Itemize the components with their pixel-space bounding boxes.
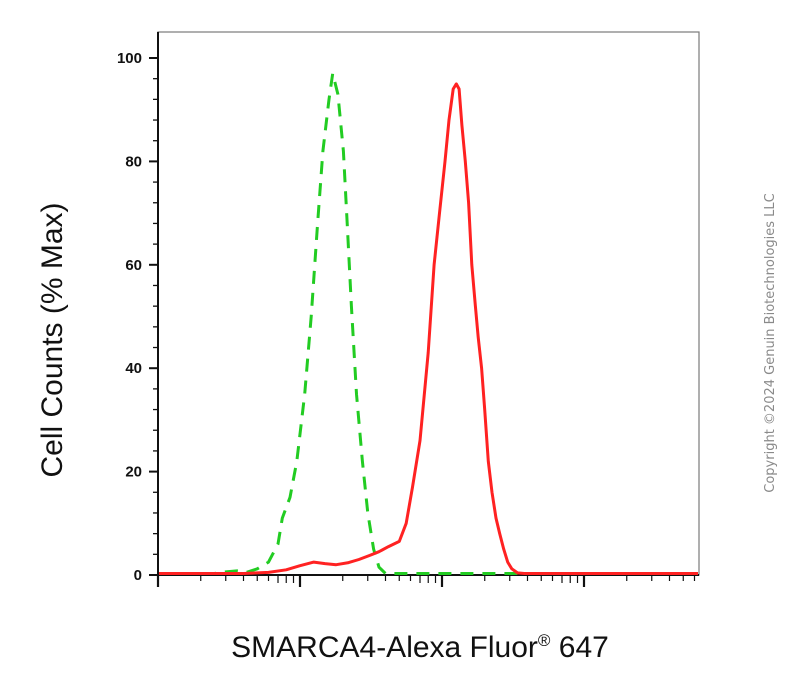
y-tick-label: 60 [125,257,142,274]
x-axis-label: SMARCA4-Alexa Fluor® 647 [231,631,609,664]
y-axis-label: Cell Counts (% Max) [36,202,69,477]
copyright-notice: Copyright ©2024 Genuin Biotechnologies L… [763,193,778,492]
series-line-1 [159,72,627,575]
x-ticks [156,575,696,587]
registered-mark: ® [538,631,551,650]
y-tick-label: 100 [117,50,142,67]
x-axis-label-tail: 647 [550,631,608,664]
plot-frame [157,31,700,576]
y-tick-label: 40 [125,360,142,377]
y-tick-label: 80 [125,153,142,170]
y-ticks: 0 20 40 60 80 100 [117,50,158,584]
y-tick-label: 20 [125,464,142,481]
x-axis-label-main: SMARCA4-Alexa Fluor [231,631,538,664]
y-tick-label: 0 [134,567,142,584]
series-layer [159,72,698,575]
series-line-2 [159,82,698,575]
